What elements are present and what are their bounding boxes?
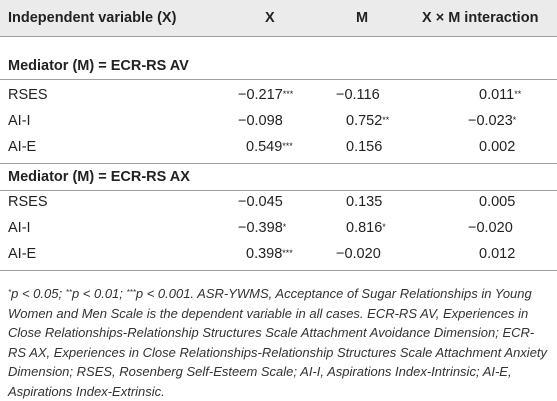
value-m: 0.752** (346, 113, 390, 129)
section-title: Mediator (M) = ECR-RS AV (8, 58, 189, 74)
row-label: RSES (8, 87, 48, 103)
section-divider (0, 190, 557, 191)
value-xm: 0.011** (479, 87, 522, 103)
value-m: 0.135 (346, 194, 383, 210)
header-xm-interaction: X × M interaction (422, 10, 539, 26)
value-xm: 0.002 (479, 139, 516, 155)
table-bottom-divider (0, 270, 557, 271)
header-x: X (265, 10, 275, 26)
value-xm: −0.020 (468, 220, 513, 236)
section-title: Mediator (M) = ECR-RS AX (8, 169, 190, 185)
table-footnote: *p < 0.05; **p < 0.01; ***p < 0.001. ASR… (8, 286, 548, 399)
value-xm: 0.012 (479, 246, 516, 262)
row-label: RSES (8, 194, 48, 210)
value-m: −0.020 (336, 246, 381, 262)
section-divider (0, 79, 557, 80)
row-label: AI-E (8, 246, 37, 262)
header-independent-variable: Independent variable (X) (8, 10, 177, 26)
row-label: AI-I (8, 113, 31, 129)
row-label: AI-E (8, 139, 37, 155)
header-divider (0, 36, 557, 37)
value-m: −0.116 (336, 87, 380, 103)
value-x: 0.398*** (246, 246, 293, 262)
section-divider (0, 163, 557, 164)
value-xm: −0.023* (468, 113, 517, 129)
value-m: 0.156 (346, 139, 383, 155)
value-x: −0.098 (238, 113, 283, 129)
value-x: −0.217*** (238, 87, 294, 103)
header-m: M (356, 10, 369, 26)
value-xm: 0.005 (479, 194, 516, 210)
value-m: 0.816* (346, 220, 386, 236)
value-x: 0.549*** (246, 139, 293, 155)
value-x: −0.045 (238, 194, 283, 210)
row-label: AI-I (8, 220, 31, 236)
value-x: −0.398* (238, 220, 287, 236)
table-header: Independent variable (X) X M X × M inter… (0, 0, 557, 36)
